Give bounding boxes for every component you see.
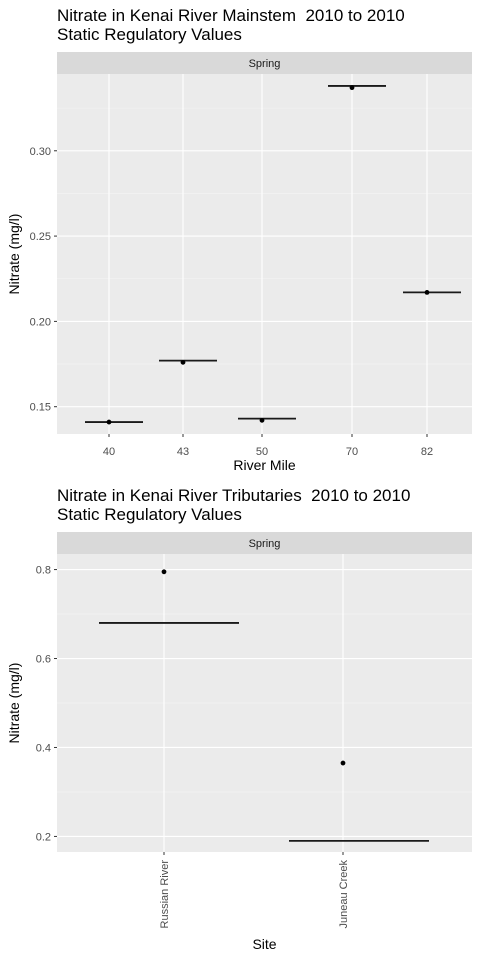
data-point — [349, 85, 355, 91]
y-tick-label: 0.25 — [30, 231, 51, 243]
y-tick-label: 0.15 — [30, 402, 51, 414]
y-tick-label: 0.30 — [30, 146, 51, 158]
chart-title-line2: Static Regulatory Values — [57, 25, 242, 44]
facet-strip — [57, 532, 472, 554]
y-tick-label: 0.2 — [36, 831, 51, 843]
x-tick-label: 70 — [346, 446, 358, 458]
y-tick-label: 0.4 — [36, 742, 51, 754]
data-point — [180, 359, 186, 365]
data-point — [259, 417, 265, 423]
y-tick-label: 0.8 — [36, 565, 51, 577]
facet-strip — [57, 52, 472, 74]
mainstem-plot: Spring 0.15 0.20 0.25 0.30 40 43 50 70 82 River Mi… — [6, 52, 472, 473]
chart-title-line1: Nitrate in Kenai River Tributaries 2010 … — [57, 486, 411, 505]
x-tick-label: 82 — [421, 446, 433, 458]
x-axis-title: Site — [252, 936, 276, 952]
tributaries-plot: Spring 0.2 0.4 0.6 0.8 Russian River Juneau Cr… — [6, 532, 472, 952]
x-tick-label: 40 — [103, 446, 115, 458]
data-point — [424, 289, 430, 295]
y-tick-label: 0.6 — [36, 654, 51, 666]
x-tick-label: 50 — [256, 446, 268, 458]
x-tick-label: Russian River — [159, 860, 171, 929]
facet-label: Spring — [249, 58, 281, 70]
data-point — [340, 760, 346, 766]
y-axis-title: Nitrate (mg/l) — [6, 214, 22, 295]
tributaries-chart: Nitrate in Kenai River Tributaries 2010 … — [0, 480, 480, 960]
plot-panel — [57, 74, 472, 434]
facet-label: Spring — [249, 538, 281, 550]
chart-title-line1: Nitrate in Kenai River Mainstem 2010 to … — [57, 6, 405, 25]
x-tick-label: 43 — [177, 446, 189, 458]
mainstem-chart: Nitrate in Kenai River Mainstem 2010 to … — [6, 6, 472, 473]
data-point — [161, 569, 167, 575]
data-point — [106, 419, 112, 425]
x-tick-label: Juneau Creek — [338, 860, 350, 929]
y-tick-label: 0.20 — [30, 316, 51, 328]
x-axis-title: River Mile — [233, 457, 295, 473]
chart-title-line2: Static Regulatory Values — [57, 505, 242, 524]
y-axis-title: Nitrate (mg/l) — [6, 663, 22, 744]
